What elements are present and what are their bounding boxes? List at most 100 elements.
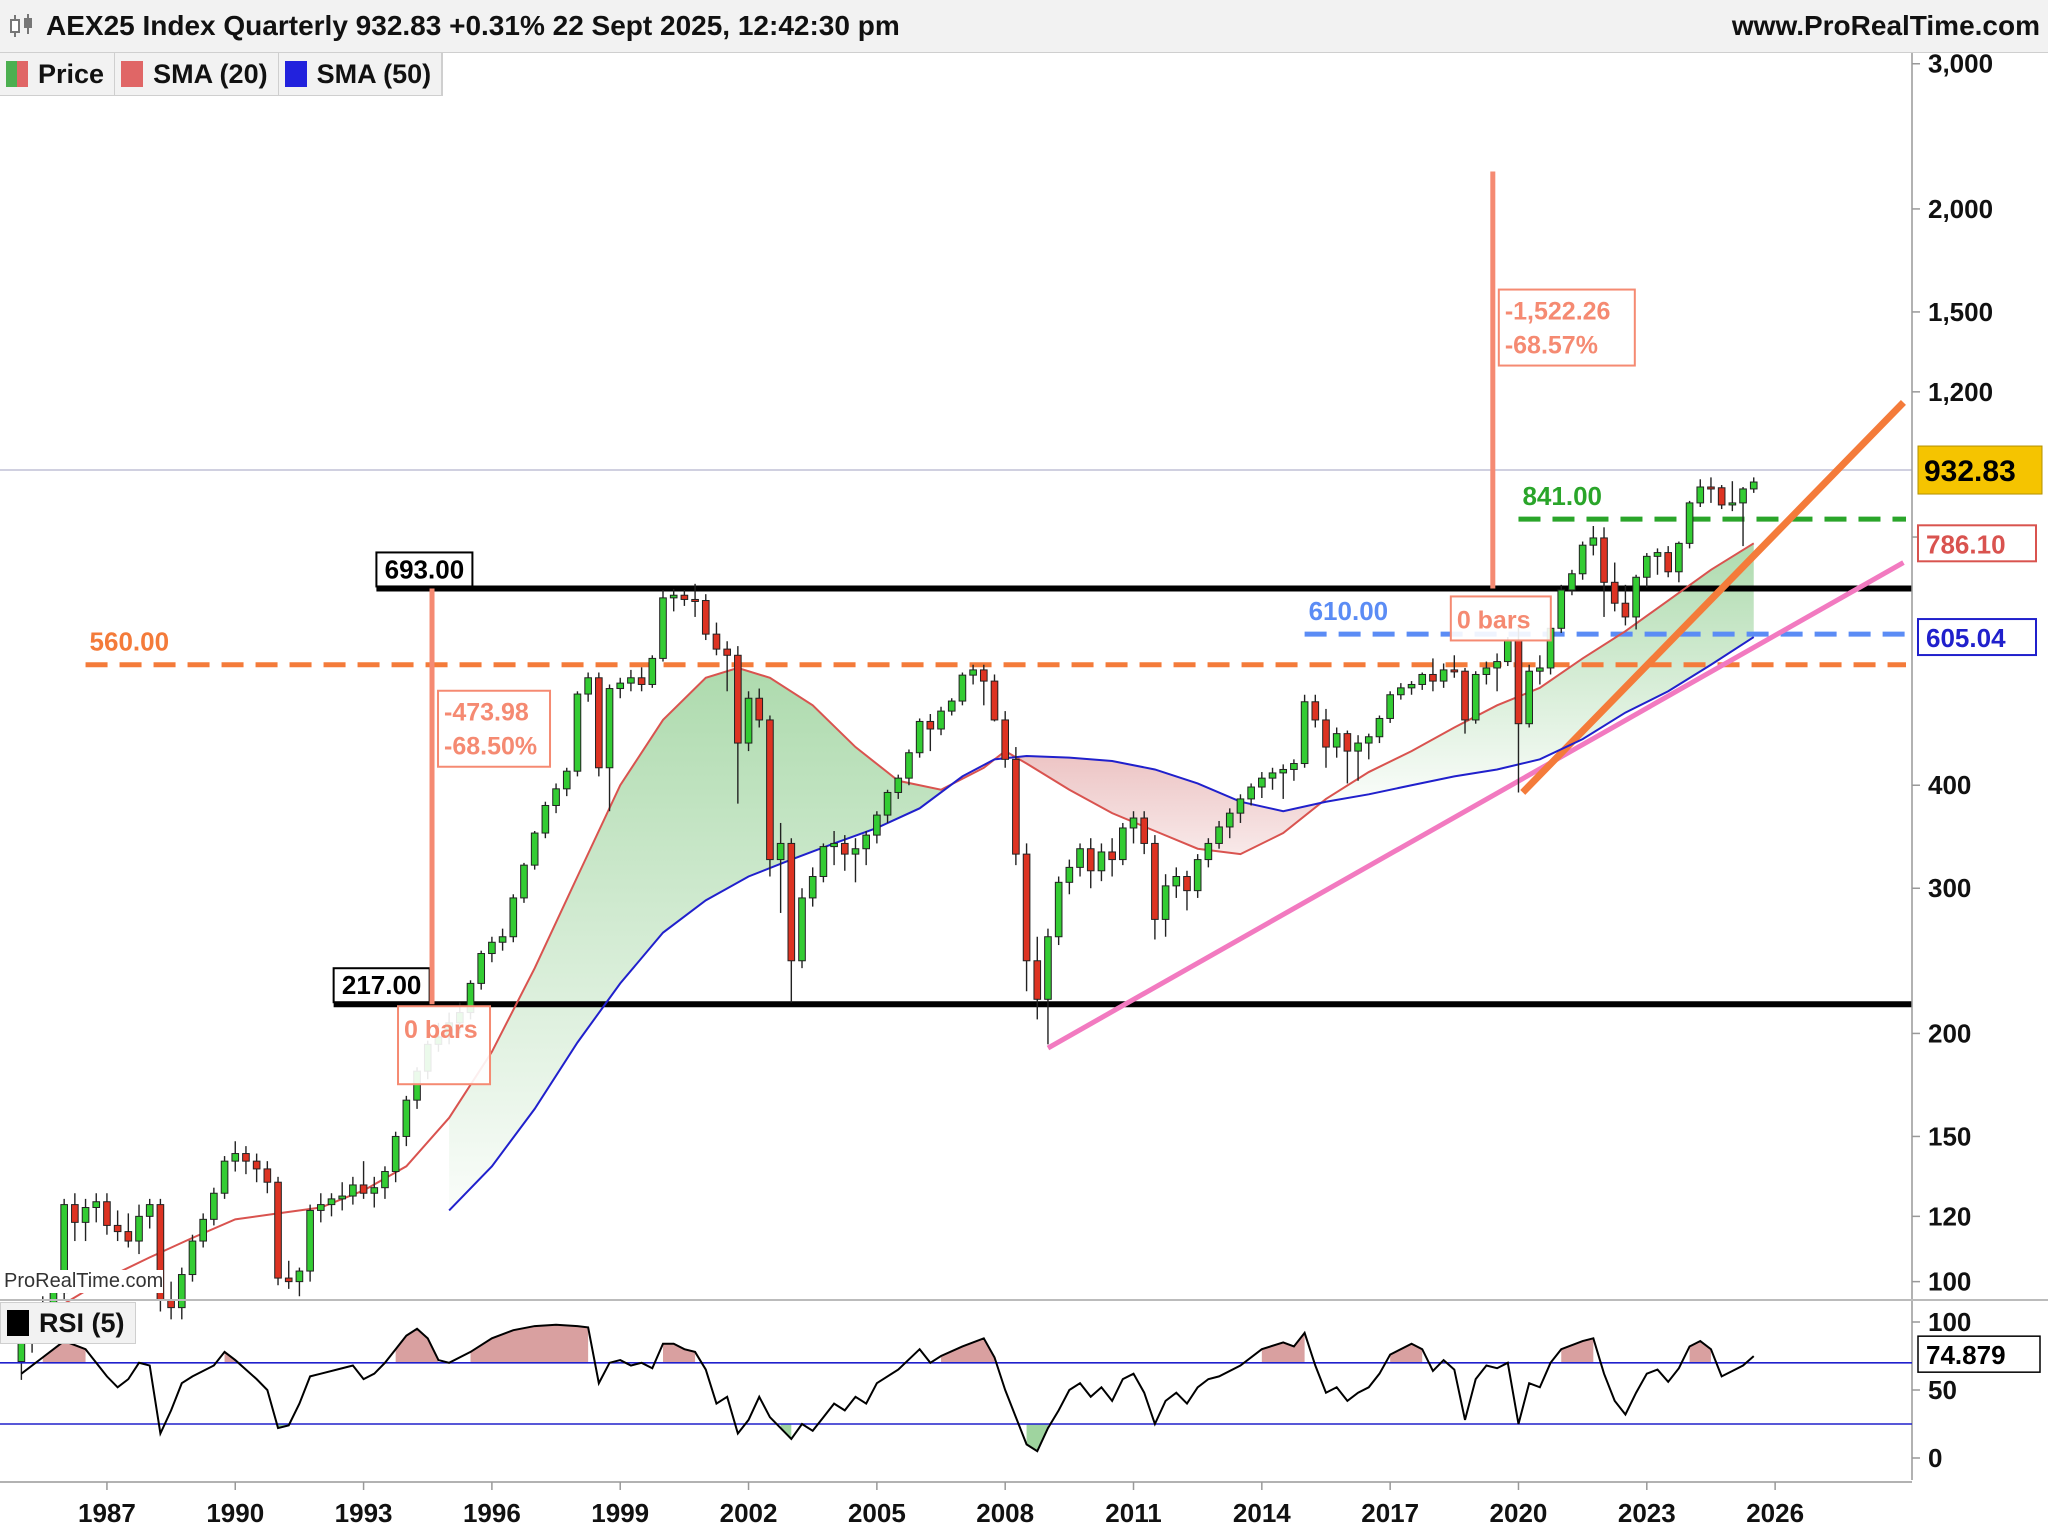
candle (1685, 502, 1694, 544)
candle (1375, 717, 1384, 738)
candle (637, 677, 646, 685)
sma-bull-fill (449, 667, 963, 1211)
x-tick-label: 2005 (848, 1498, 906, 1528)
candle (712, 633, 721, 650)
x-tick-label: 2023 (1618, 1498, 1676, 1528)
trendline-pink[interactable] (1046, 560, 1905, 1051)
candle (1739, 488, 1747, 504)
candle (1386, 694, 1394, 719)
candle (1696, 486, 1705, 504)
candle (1471, 673, 1480, 721)
site-name[interactable]: www.ProRealTime.com (1731, 10, 2040, 41)
candle (744, 697, 753, 744)
candle (1578, 544, 1587, 575)
candle (734, 654, 742, 744)
rsi-line (20, 1323, 1755, 1453)
level-label: 693.00 (385, 554, 465, 584)
candle (1450, 669, 1459, 673)
last-price-label: 932.83 (1924, 455, 2016, 488)
axis-price-box (1917, 618, 2037, 657)
candlestick-icon[interactable] (8, 12, 36, 40)
candle (274, 1181, 282, 1279)
candle (1193, 859, 1202, 892)
candle (81, 1207, 90, 1223)
y-tick-label: 200 (1928, 1018, 1971, 1048)
candle (1664, 552, 1673, 573)
rsi-legend[interactable]: RSI (5) (0, 1302, 136, 1344)
sma50-line (448, 636, 1755, 1212)
y-tick-label: 1,500 (1928, 297, 1993, 327)
candle (905, 752, 913, 779)
candle (1503, 639, 1512, 663)
bars-label: 0 bars (404, 1016, 478, 1044)
legend-label-sma20: SMA (20) (153, 58, 268, 89)
x-tick-label: 2014 (1233, 1498, 1291, 1528)
candle (1065, 866, 1074, 883)
trendline-orange[interactable] (1520, 399, 1906, 795)
x-tick-label: 1993 (335, 1498, 393, 1528)
candle (242, 1153, 250, 1162)
candle (1343, 733, 1352, 752)
rsi-overbought-fill (662, 1343, 696, 1363)
price-legend: Price SMA (20) SMA (50) (0, 52, 444, 96)
candle (1439, 669, 1448, 682)
candle (873, 814, 881, 836)
candle (1012, 758, 1020, 855)
candle (595, 677, 603, 769)
rsi-overbought-fill (1261, 1332, 1305, 1363)
candle (1258, 777, 1266, 788)
candle (1675, 542, 1683, 573)
candle (1717, 487, 1726, 506)
candle (766, 719, 774, 861)
y-tick-label: 100 (1928, 1267, 1971, 1297)
candle (894, 777, 903, 793)
y-tick-label: 400 (1928, 770, 1971, 800)
candle (1119, 827, 1127, 861)
candle (680, 594, 689, 600)
candle (808, 876, 817, 899)
rsi-tick-label: 50 (1928, 1375, 1957, 1405)
legend-item-sma20[interactable]: SMA (20) (115, 53, 279, 95)
candle (1557, 589, 1566, 629)
candle (851, 848, 860, 855)
candle (498, 936, 507, 943)
x-tick-label: 1999 (591, 1498, 649, 1528)
candle (509, 897, 518, 938)
candle (1418, 673, 1427, 685)
candle (1536, 667, 1544, 672)
candle (755, 697, 764, 721)
candle (1097, 851, 1106, 872)
bars-box (1449, 595, 1552, 642)
legend-item-price[interactable]: Price (0, 53, 116, 95)
candle (1493, 661, 1501, 669)
x-tick-label: 2002 (720, 1498, 778, 1528)
measure-pct: -68.50% (444, 733, 537, 761)
y-tick-label: 150 (1928, 1121, 1971, 1151)
candle (349, 1184, 357, 1197)
candle (691, 598, 699, 602)
candle (947, 700, 956, 712)
legend-label-price: Price (38, 58, 105, 89)
level-label: 560.00 (90, 627, 170, 657)
rsi-swatch-icon (7, 1310, 29, 1336)
candle (231, 1153, 240, 1162)
candle (1354, 742, 1362, 752)
x-tick-label: 2026 (1746, 1498, 1804, 1528)
candle (1311, 701, 1320, 721)
measure-box (1497, 288, 1636, 367)
candle (1183, 876, 1191, 892)
x-tick-label: 2011 (1105, 1498, 1161, 1528)
candle (584, 677, 592, 695)
candle (1653, 552, 1662, 557)
candle (1332, 733, 1341, 748)
candle (1621, 602, 1630, 618)
rsi-oversold-fill (1026, 1424, 1048, 1452)
candle (1140, 817, 1149, 844)
candle (1610, 581, 1619, 604)
candle (990, 680, 999, 721)
legend-item-sma50[interactable]: SMA (50) (279, 53, 443, 95)
candle (1589, 537, 1598, 546)
candle (124, 1231, 133, 1242)
candle (1172, 876, 1181, 887)
candle (1044, 936, 1052, 1000)
